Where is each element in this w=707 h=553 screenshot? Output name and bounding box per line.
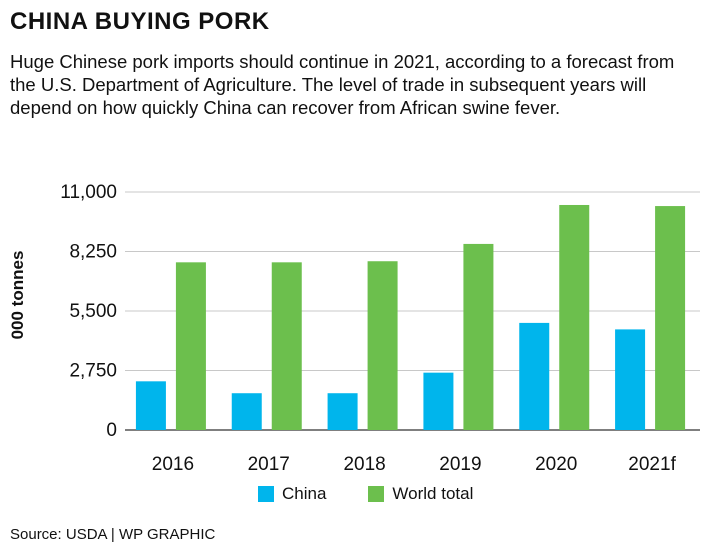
legend-label-china: China bbox=[282, 484, 327, 503]
x-tick-label: 2016 bbox=[152, 454, 194, 475]
x-tick-label: 2021f bbox=[628, 454, 676, 475]
y-tick-label: 8,250 bbox=[69, 242, 117, 263]
x-tick-labels: 2016 2017 2018 2019 2020 2021f bbox=[152, 454, 677, 475]
legend-swatch-china bbox=[258, 486, 274, 502]
bar-world-total-2019 bbox=[463, 243, 494, 430]
bar-china-2016 bbox=[135, 381, 166, 430]
legend-label-world-total: World total bbox=[392, 484, 474, 503]
legend-item-world-total: World total bbox=[368, 484, 473, 504]
legend-swatch-world-total bbox=[368, 486, 385, 502]
legend-item-china: China bbox=[258, 484, 326, 504]
y-tick-label: 2,750 bbox=[69, 361, 117, 382]
y-tick-label: 5,500 bbox=[69, 301, 117, 322]
y-tick-labels: 0 2,750 5,500 8,250 11,000 bbox=[60, 182, 117, 441]
bar-china-2021f bbox=[615, 329, 646, 430]
x-tick-label: 2019 bbox=[439, 454, 481, 475]
bar-china-2019 bbox=[423, 372, 454, 430]
legend: China World total bbox=[258, 484, 515, 504]
bars bbox=[135, 204, 686, 430]
source-credit: Source: USDA | WP GRAPHIC bbox=[10, 526, 216, 543]
x-tick-label: 2018 bbox=[343, 454, 385, 475]
gridlines bbox=[125, 191, 700, 431]
x-tick-label: 2017 bbox=[248, 454, 290, 475]
y-tick-label: 0 bbox=[106, 420, 117, 441]
bar-world-total-2016 bbox=[175, 262, 206, 430]
bar-world-total-2020 bbox=[559, 204, 590, 430]
bar-china-2020 bbox=[519, 322, 550, 430]
chart-subtitle: Huge Chinese pork imports should continu… bbox=[10, 51, 675, 118]
chart-title: CHINA BUYING PORK bbox=[10, 8, 270, 35]
bar-world-total-2021f bbox=[655, 206, 686, 430]
bar-china-2018 bbox=[327, 393, 358, 430]
x-tick-label: 2020 bbox=[535, 454, 577, 475]
bar-china-2017 bbox=[231, 393, 262, 430]
y-tick-label: 11,000 bbox=[60, 182, 117, 203]
bar-world-total-2018 bbox=[367, 261, 398, 430]
bar-world-total-2017 bbox=[271, 262, 302, 430]
